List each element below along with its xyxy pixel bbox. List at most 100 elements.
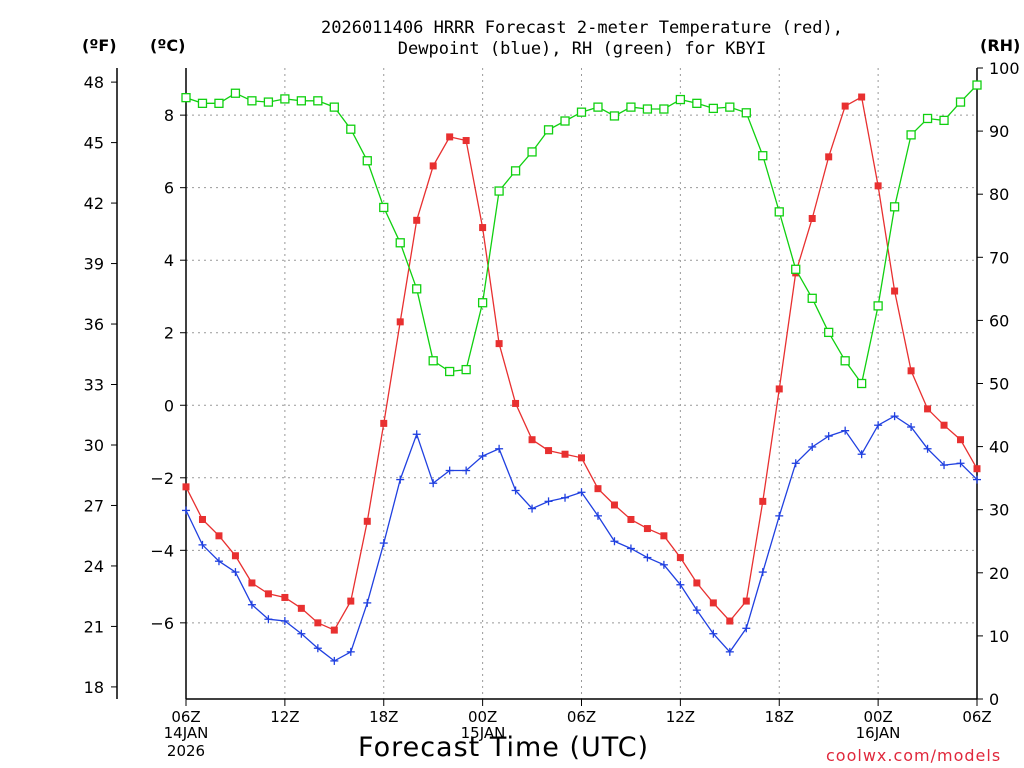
rh-tick-label: 100: [989, 59, 1020, 78]
temperature-point: [643, 525, 651, 533]
dewpoint-point: [528, 504, 537, 513]
rh-point: [313, 96, 323, 106]
dewpoint-point: [791, 459, 800, 468]
temperature-point: [627, 515, 635, 523]
rh-point: [477, 298, 488, 308]
temperature-point: [182, 483, 190, 491]
fahrenheit-tick-label: 21: [84, 617, 104, 636]
temperature-point: [446, 133, 454, 141]
temperature-point: [841, 102, 849, 110]
rh-point: [296, 96, 307, 106]
fahrenheit-tick-label: 48: [84, 73, 104, 92]
dewpoint-point: [198, 540, 207, 549]
rh-point: [494, 186, 504, 196]
dewpoint-point: [346, 647, 355, 656]
dewpoint-point: [940, 461, 949, 470]
dewpoint-point: [841, 426, 850, 435]
temperature-point: [676, 554, 684, 562]
rh-point: [840, 356, 850, 366]
dewpoint-point: [379, 539, 388, 548]
dewpoint-point: [643, 553, 652, 562]
rh-tick-label: 60: [989, 311, 1009, 330]
temperature-point: [479, 224, 487, 232]
dewpoint-point: [923, 444, 932, 453]
rh-tick-label: 0: [989, 690, 999, 709]
fahrenheit-tick-label: 45: [84, 134, 104, 153]
dewpoint-point: [857, 450, 866, 459]
rh-point: [659, 104, 669, 114]
celsius-axis-label: (ºC): [150, 36, 186, 55]
dewpoint-point: [478, 452, 487, 461]
celsius-tick-label: −6: [150, 614, 174, 633]
temperature-point: [742, 597, 750, 605]
date-label-16jan: 16JAN: [848, 724, 908, 742]
celsius-tick-label: 8: [164, 106, 174, 125]
temperature-point: [973, 465, 981, 473]
rh-point: [939, 115, 949, 126]
temperature-point: [907, 367, 915, 375]
celsius-tick-label: −2: [150, 469, 174, 488]
x-tick-label: 12Z: [666, 708, 695, 726]
rh-point: [725, 102, 735, 112]
rh-point: [527, 147, 537, 157]
rh-point: [197, 98, 208, 108]
dewpoint-point: [561, 493, 570, 502]
dewpoint-point: [330, 656, 339, 665]
rh-point: [626, 102, 636, 112]
rh-point: [609, 111, 620, 121]
temperature-point: [957, 436, 965, 444]
credit-link[interactable]: coolwx.com/models: [826, 746, 1002, 765]
rh-point: [807, 293, 817, 303]
temperature-point: [231, 552, 239, 560]
rh-tick-label: 30: [989, 501, 1009, 520]
rh-point: [412, 284, 422, 294]
temperature-point: [215, 532, 223, 540]
chart-title-line-1: 2026011406 HRRR Forecast 2-meter Tempera…: [321, 18, 843, 38]
rh-point: [379, 202, 389, 213]
rh-point: [560, 116, 570, 126]
rh-tick-label: 40: [989, 438, 1009, 457]
temperature-point: [759, 497, 767, 505]
dewpoint-point: [231, 568, 240, 577]
dewpoint-point: [676, 580, 685, 589]
rh-tick-label: 10: [989, 627, 1009, 646]
dewpoint-point: [593, 511, 602, 520]
rh-point: [824, 327, 834, 338]
x-tick-label: 06Z: [567, 708, 596, 726]
rh-tick-label: 50: [989, 375, 1009, 394]
celsius-tick-label: 2: [164, 324, 174, 343]
fahrenheit-tick-label: 24: [84, 557, 104, 576]
temperature-point: [825, 153, 833, 161]
rh-point: [889, 202, 900, 212]
celsius-tick-label: 0: [164, 396, 174, 415]
dewpoint-point: [247, 600, 256, 609]
temperature-point: [413, 216, 421, 224]
date-label-day: 14JAN: [163, 724, 209, 742]
dewpoint-point: [808, 442, 817, 451]
date-label-15jan: 15JAN: [453, 724, 513, 742]
dewpoint-point: [429, 479, 438, 488]
rh-point: [791, 264, 801, 274]
temperature-point: [693, 579, 701, 587]
temperature-point: [363, 517, 371, 525]
dewpoint-point: [610, 537, 619, 546]
temperature-point: [808, 214, 816, 222]
dewpoint-point: [874, 421, 883, 430]
celsius-tick-label: −4: [150, 541, 174, 560]
temperature-point: [512, 399, 520, 407]
rh-tick-label: 70: [989, 248, 1009, 267]
temperature-point: [578, 454, 585, 462]
x-tick-label: 00Z: [863, 708, 892, 726]
rh-point: [362, 156, 372, 166]
temperature-point: [264, 590, 272, 598]
temperature-point: [314, 619, 322, 627]
rh-point: [461, 364, 471, 375]
rh-point: [230, 88, 241, 98]
temperature-point: [726, 617, 734, 625]
dewpoint-point: [297, 629, 306, 638]
rh-point: [675, 94, 686, 105]
fahrenheit-tick-label: 42: [84, 194, 104, 213]
temperature-point: [874, 182, 882, 190]
rh-point: [445, 366, 455, 377]
